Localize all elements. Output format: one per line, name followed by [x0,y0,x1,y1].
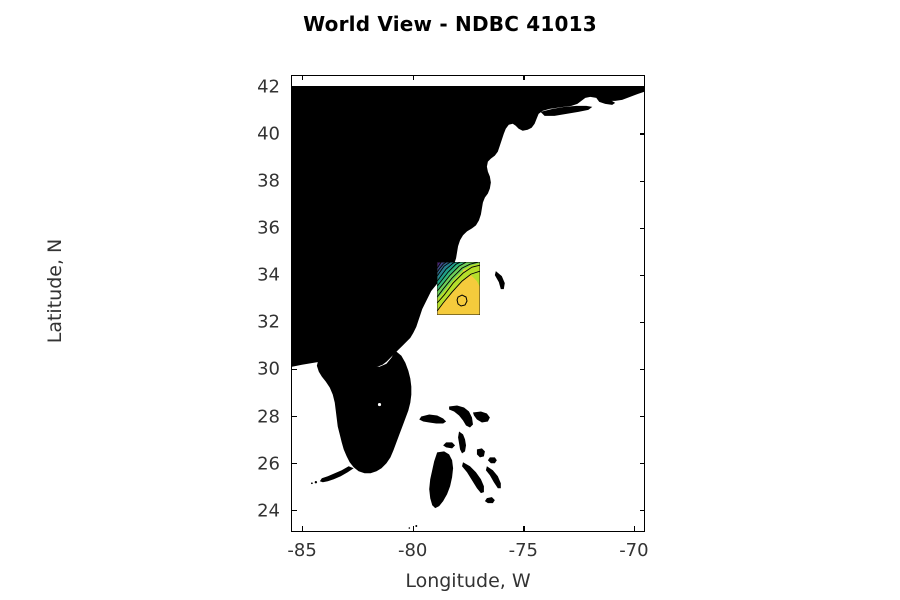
eleuthera-polygon [458,431,467,454]
andros-island-polygon [429,451,454,509]
chesapeake-tributary-2 [480,247,491,260]
contour-band-2 [437,262,443,269]
contour-lines [437,262,480,312]
ytick-mark-36 [291,227,297,229]
ytick-mark-right-26 [640,463,645,465]
xtick-mark-top-minus80 [412,75,414,80]
ytick-label-38: 38 [257,170,280,192]
ytick-label-42: 42 [257,76,280,98]
lake-okeechobee [377,402,382,407]
xtick-label-minus70: -70 [619,540,649,561]
x-axis-tick-marks [291,526,645,534]
xtick-label-minus75: -75 [508,540,538,561]
outer-banks-spit [494,271,505,290]
abaco-extension-polygon [472,411,490,423]
xtick-label-minus85: -85 [287,540,317,561]
cat-island-polygon [476,448,485,458]
xtick-mark-minus75 [523,526,525,532]
xtick-mark-top-minus85 [302,75,304,80]
xtick-mark-minus85 [302,526,304,532]
contour-band-1 [437,262,441,266]
xtick-mark-top-minus75 [523,75,525,80]
crooked-island-polygon [484,497,495,504]
florida-peninsula-polygon [316,350,412,474]
cuba-hint-a [415,525,418,528]
x-axis-label: Longitude, W [405,570,531,592]
ytick-mark-right-30 [640,368,645,371]
ytick-label-26: 26 [257,453,280,475]
pamlico-sound-shape [483,271,500,285]
key-islet-b [310,482,313,485]
ytick-label-24: 24 [257,500,280,522]
key-islet-a [314,481,318,484]
cape-cod-polygon [596,97,616,105]
ytick-mark-32 [291,321,297,324]
y-axis-tick-labels: 42 40 38 36 34 32 30 28 26 24 [226,75,280,532]
cuba-hint-b [408,527,411,529]
ytick-label-36: 36 [257,217,280,239]
continental-us-polygon [292,85,644,368]
ytick-mark-40 [291,133,297,135]
ytick-label-34: 34 [257,264,280,286]
ytick-label-32: 32 [257,311,280,333]
florida-keys-polygon [319,466,354,483]
map-canvas [292,76,644,531]
ytick-mark-42 [291,86,297,88]
ytick-mark-right-38 [640,180,645,182]
xtick-label-minus80: -80 [397,540,428,561]
xtick-mark-minus70 [633,526,636,532]
xtick-mark-minus80 [412,526,414,532]
contour-band-9b [437,265,480,311]
ytick-mark-right-28 [640,416,645,418]
chesapeake-tributary [475,231,489,248]
albemarle-sound-shape [480,265,495,271]
abaco-polygon [449,405,473,428]
y-axis-tick-marks [291,75,299,532]
long-island-ny-polygon [540,105,593,116]
ytick-mark-right-34 [640,274,645,276]
ytick-mark-26 [291,463,297,465]
ytick-mark-24 [291,510,297,512]
closed-contour-shoal [456,294,468,307]
inland-water-layer [377,211,514,407]
ytick-mark-right-32 [640,321,645,324]
san-salvador-polygon [487,457,497,464]
delaware-bay-shape [501,211,514,222]
ytick-mark-right-40 [640,133,645,135]
y-axis-label: Latitude, N [44,238,66,344]
ytick-mark-34 [291,274,297,276]
ytick-mark-28 [291,416,297,418]
ytick-mark-38 [291,180,297,182]
long-island-polygon [485,466,501,489]
ytick-label-28: 28 [257,406,280,427]
ytick-label-30: 30 [257,358,280,380]
grand-bahama-polygon [419,414,447,424]
landmass-layer [292,85,644,529]
x-axis-tick-labels: -85 -80 -75 -70 [287,540,649,566]
ytick-label-40: 40 [257,123,280,145]
ytick-mark-right-36 [640,227,645,229]
new-providence-polygon [443,442,456,449]
ytick-mark-right-24 [640,510,645,512]
y-axis-right-tick-marks [639,75,645,532]
map-axes[interactable] [291,75,645,532]
figure-title: World View - NDBC 41013 [303,12,597,36]
ytick-mark-30 [291,368,297,371]
exumas-polygon [462,462,484,494]
nested-grid-contour-patch[interactable] [437,262,480,315]
x-axis-top-tick-marks [291,75,645,83]
